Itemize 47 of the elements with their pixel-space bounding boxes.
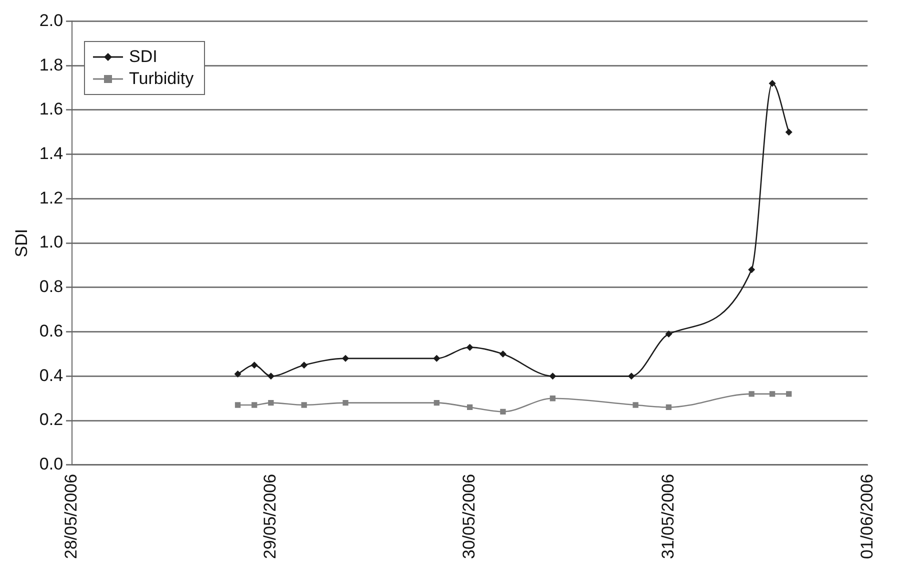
y-tick-label: 1.6 (39, 100, 64, 119)
y-tick-label: 0.8 (39, 277, 64, 296)
y-tick-label: 0.6 (39, 321, 64, 340)
y-tick-label: 2.0 (39, 10, 64, 30)
point (769, 391, 776, 397)
point (665, 330, 672, 338)
point (786, 391, 792, 397)
x-tick-label: 31/05/2006 (658, 474, 678, 560)
y-tick-label: 0.2 (39, 410, 64, 430)
point (550, 396, 556, 402)
y-tick-label: 0.0 (39, 454, 64, 474)
point (632, 402, 638, 408)
point (549, 372, 556, 380)
legend-label: SDI (129, 46, 158, 68)
y-tick-label: 1.4 (39, 144, 64, 164)
point (342, 354, 350, 362)
point (300, 362, 308, 369)
point (466, 404, 473, 410)
point (250, 362, 258, 369)
point (466, 344, 474, 351)
point (267, 372, 274, 380)
point (628, 372, 635, 380)
point (666, 404, 672, 410)
x-tick-label: 29/05/2006 (260, 474, 280, 560)
point (342, 400, 348, 406)
y-tick-label: 1.2 (39, 188, 64, 208)
point (252, 402, 258, 408)
x-tick-label: 01/06/2006 (857, 474, 876, 560)
point (499, 350, 506, 358)
point (768, 80, 776, 87)
point (234, 402, 241, 408)
point (268, 400, 274, 406)
y-tick-label: 0.4 (39, 366, 64, 385)
legend-label: Turbidity (129, 68, 194, 90)
point (301, 402, 307, 408)
point (748, 266, 756, 274)
point (500, 408, 506, 414)
x-tick-label: 28/05/2006 (62, 474, 81, 560)
point (748, 391, 754, 397)
x-tick-label: 30/05/2006 (460, 474, 479, 560)
point (434, 400, 440, 406)
y-tick-label: 1.0 (39, 232, 64, 252)
y-tick-label: 1.8 (39, 55, 64, 74)
point (433, 354, 440, 362)
point (785, 128, 792, 136)
y-axis-title: SDI (12, 228, 31, 258)
point (234, 370, 242, 378)
